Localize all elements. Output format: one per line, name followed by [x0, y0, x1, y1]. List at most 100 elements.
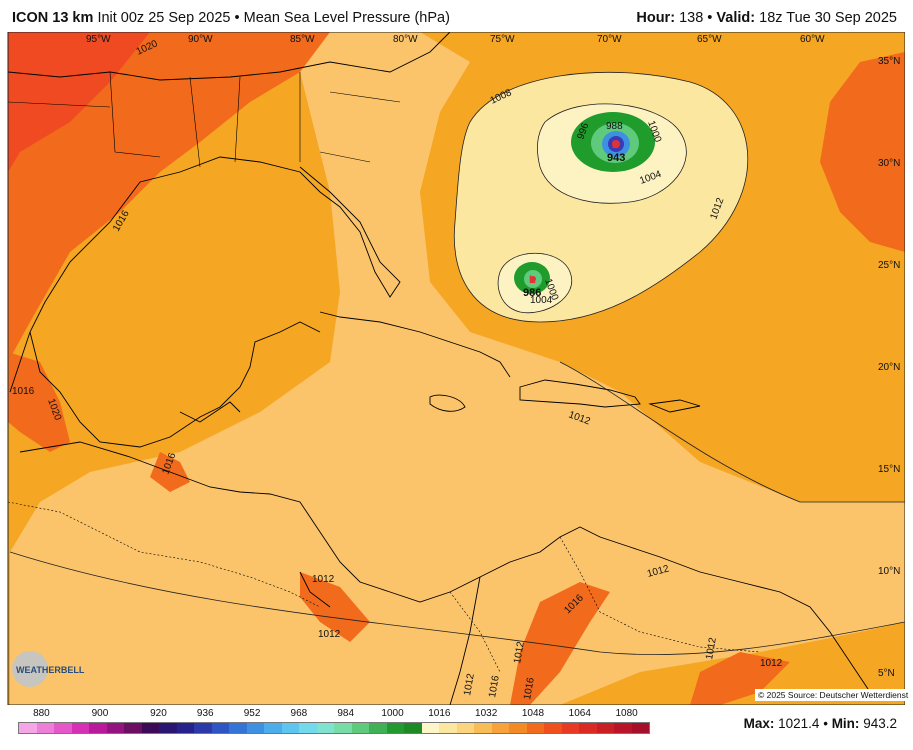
colorbar-swatch: [246, 723, 264, 733]
colorbar-swatch: [264, 723, 282, 733]
lat-label-5n: 5°N: [878, 668, 895, 679]
contour-label: 988: [606, 121, 623, 132]
colorbar-swatch: [36, 723, 54, 733]
colorbar-swatch: [491, 723, 509, 733]
colorbar-swatch: [124, 723, 142, 733]
contour-label: 1012: [704, 636, 719, 660]
ridge-venezuela: [690, 652, 790, 705]
colorbar-swatches: [18, 722, 650, 734]
hour-label: Hour:: [636, 10, 676, 26]
us-state-lines: [8, 71, 401, 168]
colorbar-tick-label: 936: [196, 708, 214, 719]
map-title: ICON 13 km Init 00z 25 Sep 2025 • Mean S…: [12, 10, 450, 26]
borders: [8, 501, 761, 673]
ridge-north: [8, 32, 330, 362]
colorbar-swatch: [439, 723, 457, 733]
coastlines: [8, 32, 871, 705]
model-name: ICON 13 km: [12, 10, 94, 26]
lon-label-60w: 60°W: [800, 34, 825, 45]
colorbar-swatch: [211, 723, 229, 733]
colorbar-swatch: [456, 723, 474, 733]
colorbar-swatch: [281, 723, 299, 733]
ridge-colombia: [510, 582, 610, 705]
colorbar-swatch: [369, 723, 387, 733]
lat-label-15n: 15°N: [878, 464, 900, 475]
low-north-value: 943: [607, 152, 625, 164]
lon-label-90w: 90°W: [188, 34, 213, 45]
init-time: Init 00z 25 Sep 2025: [97, 10, 231, 26]
colorbar-swatch: [351, 723, 369, 733]
colorbar-swatch: [19, 723, 37, 733]
min-value: 943.2: [863, 716, 897, 731]
valid-bullet: •: [707, 10, 713, 26]
max-min-stats: Max: 1021.4 • Min: 943.2: [744, 716, 897, 731]
colorbar-swatch: [631, 723, 649, 733]
colorbar-tick-label: 1016: [428, 708, 451, 719]
colorbar-swatch: [509, 723, 527, 733]
contour-label: 1012: [312, 574, 335, 585]
colorbar-swatch: [141, 723, 159, 733]
low-north-core: [612, 140, 620, 148]
colorbar-swatch: [159, 723, 177, 733]
isobar-lines: [9, 71, 905, 656]
colorbar-swatch: [614, 723, 632, 733]
colorbar-tick-label: 1032: [475, 708, 498, 719]
valid-label: Valid:: [716, 10, 756, 26]
colorbar-tick-label: 1000: [381, 708, 404, 719]
colorbar-swatch: [386, 723, 404, 733]
colorbar-swatch: [526, 723, 544, 733]
colorbar-swatch: [404, 723, 422, 733]
pressure-map: 95°W 90°W 85°W 80°W 75°W 70°W 65°W 60°W …: [7, 32, 905, 705]
low-south-core: [530, 276, 536, 282]
colorbar-swatch: [229, 723, 247, 733]
colorbar-swatch: [194, 723, 212, 733]
map-header: ICON 13 km Init 00z 25 Sep 2025 • Mean S…: [0, 0, 913, 32]
pressure-colorbar: 880 900 920 936 952 968 984 1000 1016 1032 1048 106…: [18, 708, 650, 736]
colorbar-swatch: [54, 723, 72, 733]
colorbar-swatch: [89, 723, 107, 733]
contour-label: 1004: [530, 295, 553, 306]
colorbar-labels: 880 900 920 936 952 968 984 1000 1016 1032 1048 106…: [18, 708, 650, 720]
low-south-symbol: L: [529, 274, 536, 286]
colorbar-swatch: [544, 723, 562, 733]
colorbar-tick-label: 880: [33, 708, 50, 719]
logo-text: WEATHERBELL: [16, 665, 85, 675]
lon-label-70w: 70°W: [597, 34, 622, 45]
colorbar-swatch: [106, 723, 124, 733]
contour-label: 1012: [760, 658, 783, 669]
valid-value: 18z Tue 30 Sep 2025: [759, 10, 897, 26]
colorbar-tick-label: 984: [337, 708, 355, 719]
contour-label: 1012: [462, 672, 477, 696]
lon-label-80w: 80°W: [393, 34, 418, 45]
colorbar-swatch: [316, 723, 334, 733]
colorbar-tick-label: 1064: [568, 708, 591, 719]
light-band-caribbean: [10, 32, 905, 705]
colorbar-swatch: [421, 723, 439, 733]
high-northwest: [8, 32, 150, 172]
weatherbell-logo: WEATHERBELL: [10, 648, 90, 690]
colorbar-tick-label: 920: [150, 708, 167, 719]
ridge-east-atlantic: [820, 52, 905, 252]
colorbar-tick-label: 968: [290, 708, 308, 719]
colorbar-tick-label: 1048: [521, 708, 545, 719]
lat-label-20n: 20°N: [878, 362, 900, 373]
colorbar-swatch: [71, 723, 89, 733]
field-name: Mean Sea Level Pressure (hPa): [243, 10, 450, 26]
colorbar-swatch: [561, 723, 579, 733]
ridge-panama: [300, 572, 370, 642]
min-label: Min:: [831, 716, 860, 731]
colorbar-swatch: [299, 723, 317, 733]
lon-label-75w: 75°W: [490, 34, 515, 45]
hour-value: 138: [679, 10, 704, 26]
low-south-value: 986: [523, 287, 541, 299]
contour-label: 1016: [522, 676, 537, 700]
lat-label-25n: 25°N: [878, 260, 900, 271]
colorbar-swatch: [596, 723, 614, 733]
contour-label: 1012: [318, 629, 341, 640]
lon-label-85w: 85°W: [290, 34, 315, 45]
lon-label-95w: 95°W: [86, 34, 111, 45]
colorbar-swatch: [176, 723, 194, 733]
contour-label: 1012: [512, 640, 527, 664]
contour-label: 1016: [487, 674, 502, 698]
colorbar-tick-label: 1080: [615, 708, 638, 719]
